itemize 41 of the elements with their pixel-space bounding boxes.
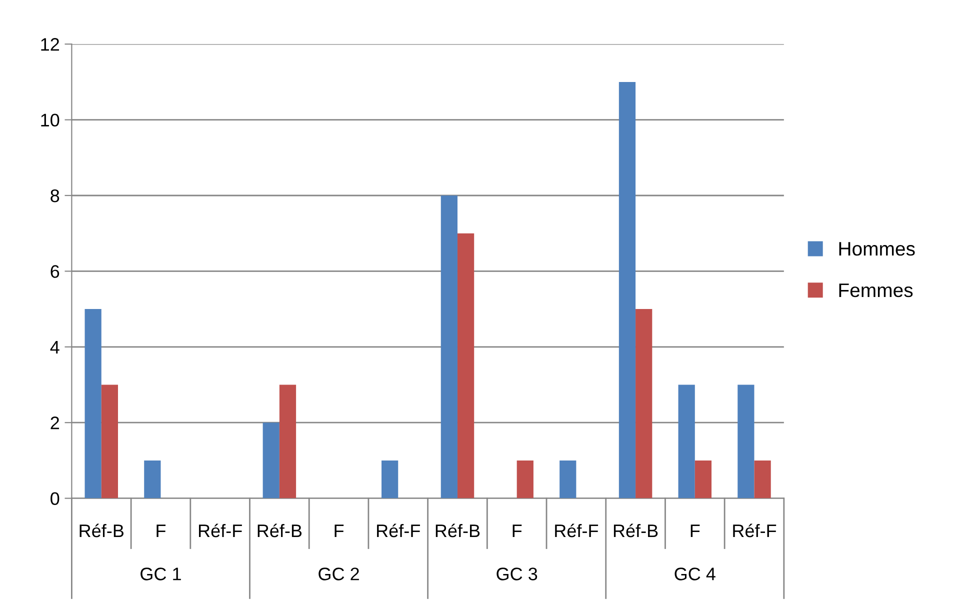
bar [618, 82, 636, 498]
x-tick-label: F [512, 524, 522, 538]
text: GC 1 [140, 568, 181, 580]
bar [101, 384, 118, 498]
x-tick-label: Réf-F [555, 524, 598, 538]
y-tick-label: 10 [41, 114, 60, 127]
y-tick-label: 6 [50, 265, 60, 278]
text: GC 3 [496, 568, 538, 580]
y-tick-label: 2 [50, 416, 59, 430]
bar [144, 460, 161, 498]
x-tick-label: Réf-F [733, 524, 776, 538]
x-tick-label: Réf-B [258, 524, 302, 538]
bar [636, 309, 652, 498]
x-tick-label: F [156, 524, 166, 538]
y-tick-label: 4 [50, 341, 60, 354]
text: GC 2 [318, 568, 359, 580]
x-tick-label: Réf-F [198, 524, 242, 538]
x-tick-label: Réf-B [614, 524, 658, 538]
y-tick-label: 12 [41, 38, 59, 51]
bar [279, 384, 296, 498]
bar [694, 460, 712, 498]
bar [262, 422, 280, 498]
bar [738, 384, 754, 498]
bar [84, 309, 102, 498]
text: GC 4 [674, 568, 716, 580]
x-tick-label: Réf-F [377, 524, 420, 538]
bar [516, 460, 534, 498]
y-tick-label: 0 [50, 492, 60, 506]
x-tick-label: F [334, 524, 344, 538]
bar [440, 195, 458, 498]
bar [457, 233, 474, 498]
x-tick-label: Réf-B [80, 524, 124, 538]
legend-label: Femmes [839, 284, 913, 298]
bar [754, 460, 771, 498]
legend-label: Hommes [839, 242, 915, 256]
bar [678, 384, 695, 498]
x-tick-label: F [690, 524, 700, 538]
x-tick-label: Réf-B [436, 524, 480, 538]
bar [560, 460, 576, 498]
y-tick-label: 8 [50, 189, 60, 202]
bar [382, 460, 398, 498]
